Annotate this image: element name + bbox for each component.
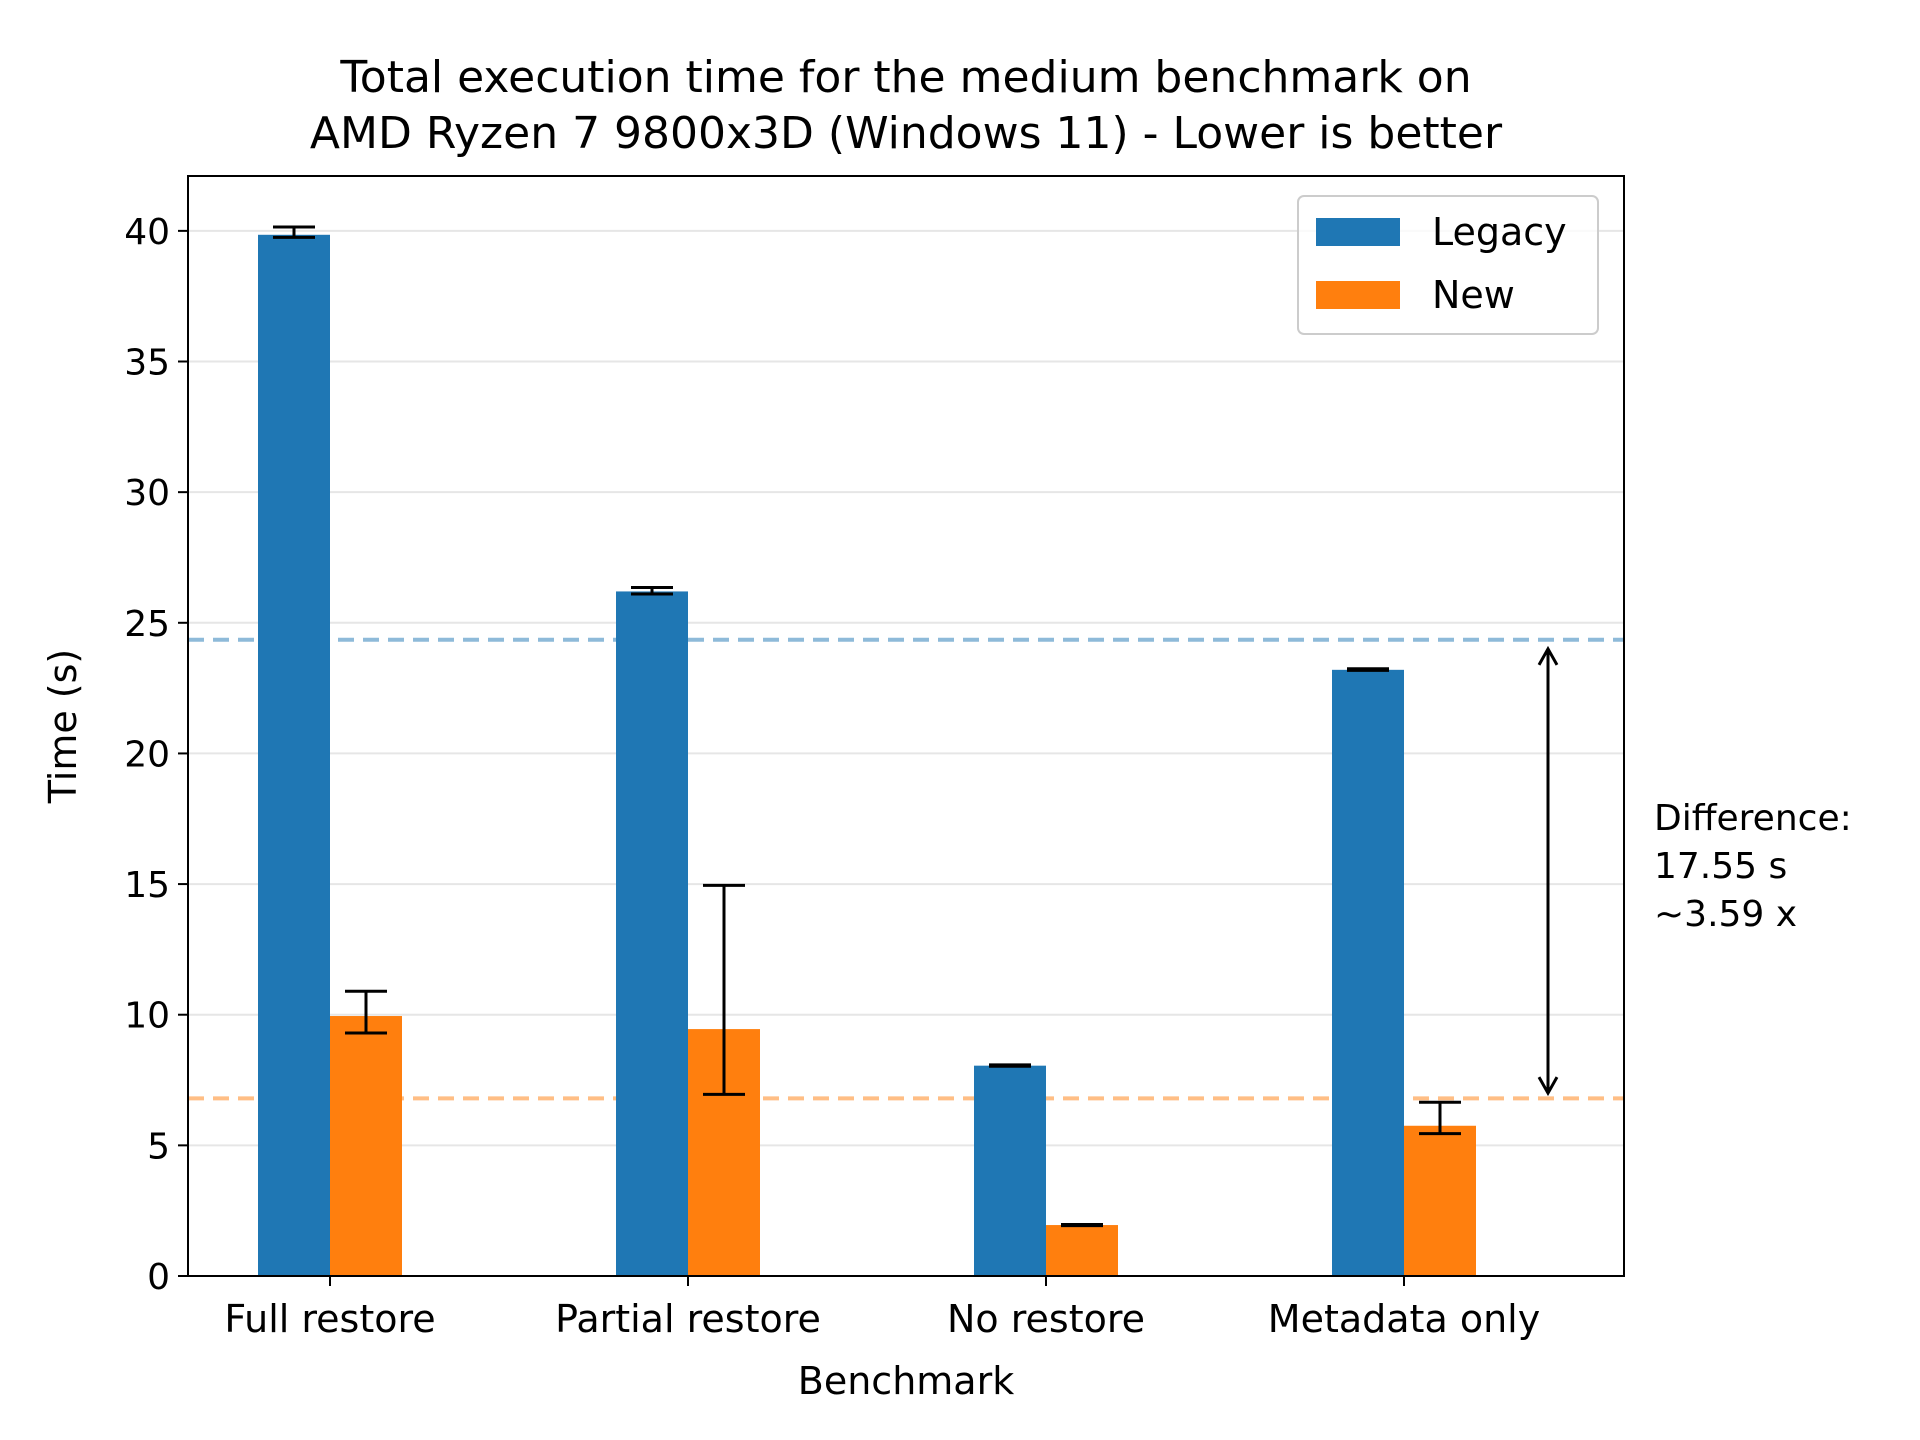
y-tick-label: 40 [124, 212, 170, 253]
bar-new [330, 1016, 402, 1276]
x-axis-ticks: Full restore Partial restore No restore Met… [224, 1276, 1540, 1341]
legend-swatch-new [1316, 281, 1400, 309]
annotation-arrowhead-down [1537, 1076, 1559, 1097]
x-tick-label: Full restore [224, 1297, 435, 1341]
annotation-text: Difference: [1654, 798, 1852, 839]
bar-legacy [974, 1065, 1046, 1276]
annotation-arrowhead-up [1537, 645, 1559, 666]
y-tick-label: 30 [124, 473, 170, 514]
x-tick-label: Metadata only [1268, 1297, 1540, 1341]
y-tick-label: 10 [124, 996, 170, 1037]
reference-lines [188, 637, 1624, 1101]
x-axis-label: Benchmark [798, 1359, 1014, 1403]
x-tick-label: Partial restore [555, 1297, 821, 1341]
y-tick-label: 35 [124, 343, 170, 384]
bar-new [1404, 1125, 1476, 1276]
difference-annotation: Difference: 17.55 s ~3.59 x [1537, 645, 1852, 1097]
legend-label-legacy: Legacy [1432, 210, 1567, 254]
legend: Legacy New [1297, 195, 1599, 335]
error-bars [273, 225, 1461, 1228]
bars [258, 234, 1476, 1277]
bar-legacy [1332, 669, 1404, 1276]
plot-frame [187, 175, 1625, 1277]
annotation-text: ~3.59 x [1654, 894, 1797, 935]
bar-legacy [616, 591, 688, 1276]
bar-legacy [258, 234, 330, 1277]
y-axis-label: Time (s) [41, 649, 85, 805]
legend-label-new: New [1432, 273, 1515, 317]
y-tick-label: 5 [147, 1126, 170, 1167]
y-tick-label: 0 [147, 1257, 170, 1298]
legend-swatch-legacy [1316, 218, 1400, 246]
chart-title-line-1: Total execution time for the medium benc… [339, 52, 1471, 103]
y-tick-label: 25 [124, 604, 170, 645]
gridlines [188, 229, 1624, 1277]
y-axis-ticks: 0 5 10 15 20 25 30 35 40 [124, 212, 188, 1298]
bar-new [1046, 1225, 1118, 1276]
y-tick-label: 20 [124, 734, 170, 775]
chart-title-line-2: AMD Ryzen 7 9800x3D (Windows 11) - Lower… [310, 108, 1503, 159]
y-tick-label: 15 [124, 865, 170, 906]
x-tick-label: No restore [947, 1297, 1145, 1341]
annotation-text: 17.55 s [1654, 846, 1787, 887]
